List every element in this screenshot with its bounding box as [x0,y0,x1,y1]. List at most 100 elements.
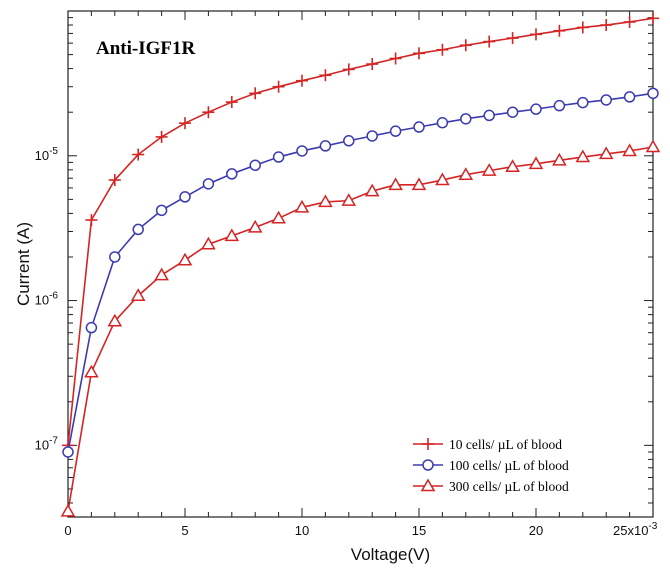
data-point-circle [272,151,285,163]
tick-labels: 0 5 10 15 20 10-7 10-6 10-5 [35,146,544,538]
data-point-circle [483,109,495,122]
x-tick-label: 15 [412,523,426,538]
data-point-triangle [505,159,520,172]
data-point-plus [459,39,472,52]
data-point-triangle [247,219,263,233]
legend-label: 300 cells/ µL of blood [449,479,569,494]
data-point-circle [413,121,425,133]
series-2 [62,87,659,458]
data-point-circle [179,191,191,203]
data-point-plus [85,214,98,227]
data-point-plus [553,24,566,37]
data-point-triangle [201,236,216,250]
series-line [67,92,654,453]
data-point-plus [132,148,145,161]
data-point-circle [109,251,121,263]
data-point-plus [108,174,121,187]
y-tick-label: 10-6 [35,291,59,308]
data-point-circle [530,103,542,115]
legend-marker-plus [422,438,434,450]
data-point-plus [530,28,542,41]
series-line [67,146,654,512]
data-point-plus [647,12,659,25]
legend-entry: 300 cells/ µL of blood [413,478,569,494]
data-point-plus [436,43,449,56]
x-tick-label: 5 [181,523,188,538]
data-point-circle [249,159,261,172]
data-point-circle [155,204,168,217]
data-point-plus [366,58,379,71]
data-point-plus [600,19,613,32]
series-line [67,17,654,446]
legend-label: 10 cells/ µL of blood [449,437,562,452]
data-point-circle [647,87,659,100]
series-1 [62,12,659,452]
data-point-circle [389,125,402,137]
data-point-circle [623,91,636,103]
data-point-triangle [84,364,99,378]
data-series [60,12,661,517]
data-point-circle [202,178,215,190]
data-point-plus [413,47,425,60]
data-point-plus [249,87,262,100]
data-point-triangle [622,143,637,157]
data-point-circle [600,94,612,106]
y-tick-label: 10-5 [35,146,59,163]
data-point-triangle [435,172,450,186]
data-point-triangle [294,199,310,213]
data-point-triangle [645,139,661,153]
data-point-circle [319,140,332,152]
data-point-plus [225,96,238,109]
data-point-circle [553,99,566,112]
data-point-triangle [598,146,614,160]
data-point-plus [389,52,402,65]
data-point-circle [296,145,308,157]
data-point-plus [483,35,496,48]
data-point-circle [460,113,472,125]
data-point-triangle [481,163,497,176]
data-point-circle [132,223,144,236]
data-point-plus [342,63,355,76]
data-point-plus [576,21,589,34]
data-point-triangle [364,183,380,197]
data-point-plus [202,106,215,119]
data-point-plus [179,117,191,130]
axis-ticks [67,10,654,517]
data-point-triangle [271,210,286,224]
x-tick-label: 10 [295,523,309,538]
data-point-triangle [552,152,567,166]
data-point-plus [155,130,168,143]
x-axis-multiplier: 25x10-3 [613,521,658,538]
data-point-circle [85,321,98,334]
x-axis-title: Voltage(V) [351,545,430,564]
data-point-circle [226,168,238,180]
legend-label: 100 cells/ µL of blood [449,458,569,473]
data-point-triangle [411,177,427,191]
legend-entry: 100 cells/ µL of blood [413,458,569,473]
data-point-circle [343,135,355,147]
data-point-plus [272,80,285,93]
legend-entry: 10 cells/ µL of blood [413,437,562,452]
y-axis-title: Current (A) [14,222,33,306]
legend-marker-triangle [420,478,436,492]
chart-title: Anti-IGF1R [96,38,196,59]
legend-marker-circle [422,459,434,471]
data-point-triangle [528,156,544,170]
data-point-plus [506,32,519,45]
data-point-triangle [60,503,76,517]
plot-frame [67,10,654,518]
y-tick-label: 10-7 [35,435,59,452]
data-point-plus [319,69,332,82]
data-point-circle [62,446,74,458]
data-point-triangle [224,228,240,242]
data-point-triangle [318,194,333,208]
legend: 10 cells/ µL of blood 100 cells/ µL of bl… [413,437,569,494]
data-point-plus [296,74,308,87]
data-point-triangle [107,313,123,327]
x-tick-label: 0 [64,523,71,538]
data-point-triangle [458,167,474,180]
data-point-circle [506,106,519,118]
series-3 [60,139,661,517]
data-point-triangle [388,177,403,191]
